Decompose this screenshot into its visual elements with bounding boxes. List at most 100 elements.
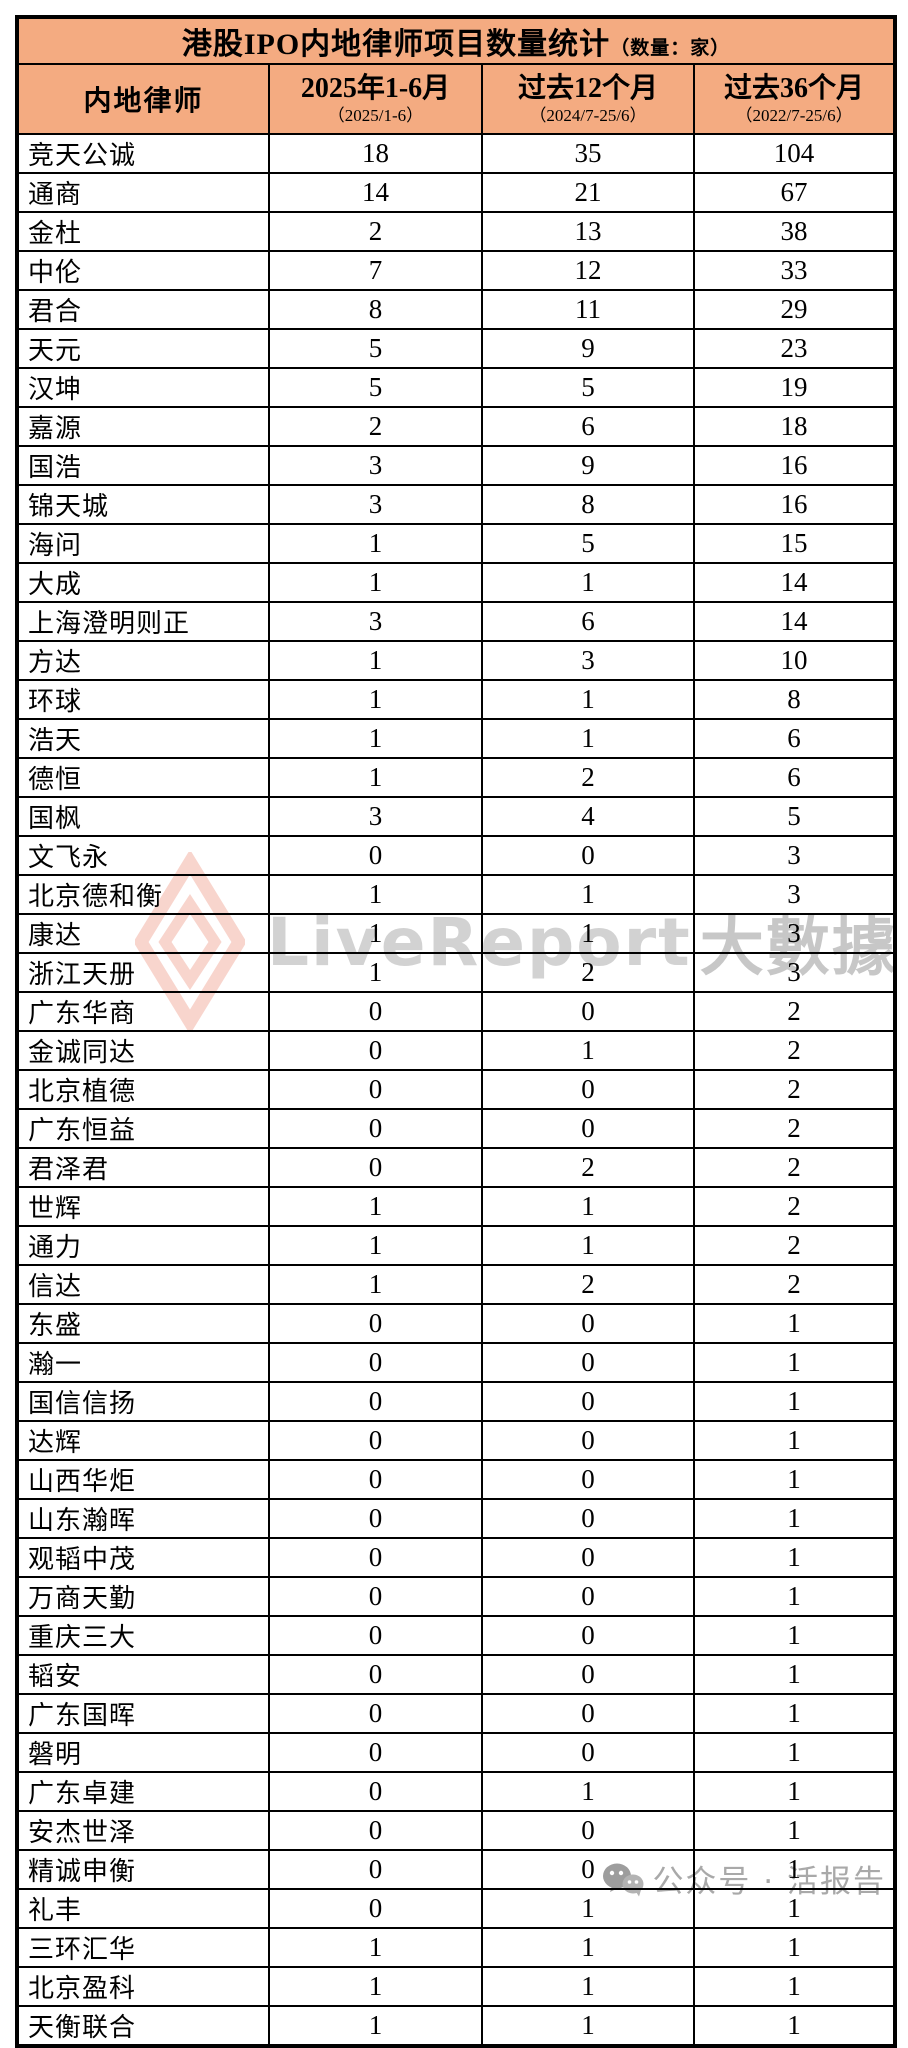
value-cell-36m: 1 bbox=[692, 1732, 897, 1773]
value-cell-2025: 7 bbox=[268, 250, 483, 291]
value-cell-12m: 2 bbox=[481, 757, 695, 798]
value-cell-2025: 1 bbox=[268, 952, 483, 993]
table-row: 广东国晖 0 0 1 bbox=[16, 1693, 897, 1734]
value-cell-36m: 67 bbox=[692, 172, 897, 213]
table-row: 浙江天册 1 2 3 bbox=[16, 952, 897, 993]
firm-cell: 天元 bbox=[16, 328, 270, 369]
value-cell-12m: 1 bbox=[481, 1771, 695, 1812]
value-cell-12m: 0 bbox=[481, 1459, 695, 1500]
value-cell-12m: 1 bbox=[481, 1966, 695, 2007]
value-cell-12m: 4 bbox=[481, 796, 695, 837]
value-cell-2025: 3 bbox=[268, 796, 483, 837]
value-cell-2025: 0 bbox=[268, 1576, 483, 1617]
value-cell-36m: 3 bbox=[692, 835, 897, 876]
value-cell-2025: 2 bbox=[268, 211, 483, 252]
table-row: 环球 1 1 8 bbox=[16, 679, 897, 720]
firm-cell: 通商 bbox=[16, 172, 270, 213]
table-row: 国浩 3 9 16 bbox=[16, 445, 897, 486]
value-cell-36m: 2 bbox=[692, 991, 897, 1032]
column-header-36m-sub: （2022/7-25/6） bbox=[735, 105, 853, 125]
firm-cell: 北京植德 bbox=[16, 1069, 270, 1110]
value-cell-2025: 0 bbox=[268, 1303, 483, 1344]
firm-cell: 广东华商 bbox=[16, 991, 270, 1032]
table-row: 精诚申衡 0 0 1 bbox=[16, 1849, 897, 1890]
value-cell-36m: 1 bbox=[692, 1615, 897, 1656]
firm-cell: 瀚一 bbox=[16, 1342, 270, 1383]
value-cell-36m: 1 bbox=[692, 1693, 897, 1734]
value-cell-36m: 19 bbox=[692, 367, 897, 408]
firm-cell: 广东卓建 bbox=[16, 1771, 270, 1812]
column-header-2025-label: 2025年1-6月 bbox=[300, 73, 451, 104]
table-row: 北京德和衡 1 1 3 bbox=[16, 874, 897, 915]
value-cell-12m: 1 bbox=[481, 1888, 695, 1929]
value-cell-2025: 0 bbox=[268, 1108, 483, 1149]
value-cell-2025: 1 bbox=[268, 1186, 483, 1227]
value-cell-12m: 0 bbox=[481, 1654, 695, 1695]
table-row: 广东恒益 0 0 2 bbox=[16, 1108, 897, 1149]
value-cell-36m: 104 bbox=[692, 133, 897, 174]
firm-cell: 北京德和衡 bbox=[16, 874, 270, 915]
firm-cell: 汉坤 bbox=[16, 367, 270, 408]
value-cell-12m: 0 bbox=[481, 1069, 695, 1110]
firm-cell: 山西华炬 bbox=[16, 1459, 270, 1500]
value-cell-2025: 0 bbox=[268, 1810, 483, 1851]
value-cell-36m: 1 bbox=[692, 1810, 897, 1851]
value-cell-2025: 1 bbox=[268, 523, 483, 564]
value-cell-12m: 0 bbox=[481, 1342, 695, 1383]
value-cell-36m: 6 bbox=[692, 757, 897, 798]
value-cell-2025: 0 bbox=[268, 835, 483, 876]
value-cell-12m: 0 bbox=[481, 1732, 695, 1773]
value-cell-2025: 0 bbox=[268, 1615, 483, 1656]
value-cell-36m: 14 bbox=[692, 562, 897, 603]
value-cell-2025: 1 bbox=[268, 1966, 483, 2007]
value-cell-12m: 0 bbox=[481, 1810, 695, 1851]
table-row: 山东瀚晖 0 0 1 bbox=[16, 1498, 897, 1539]
value-cell-2025: 0 bbox=[268, 1459, 483, 1500]
value-cell-12m: 8 bbox=[481, 484, 695, 525]
value-cell-2025: 2 bbox=[268, 406, 483, 447]
table-row: 通商 14 21 67 bbox=[16, 172, 897, 213]
value-cell-36m: 8 bbox=[692, 679, 897, 720]
table-title-unit-note: （数量：家） bbox=[610, 38, 731, 59]
table-row: 韬安 0 0 1 bbox=[16, 1654, 897, 1695]
value-cell-36m: 2 bbox=[692, 1030, 897, 1071]
firm-cell: 万商天勤 bbox=[16, 1576, 270, 1617]
value-cell-12m: 12 bbox=[481, 250, 695, 291]
value-cell-36m: 1 bbox=[692, 2005, 897, 2047]
value-cell-36m: 1 bbox=[692, 1927, 897, 1968]
value-cell-36m: 1 bbox=[692, 1771, 897, 1812]
value-cell-12m: 13 bbox=[481, 211, 695, 252]
value-cell-2025: 1 bbox=[268, 874, 483, 915]
value-cell-36m: 1 bbox=[692, 1381, 897, 1422]
table-row: 君合 8 11 29 bbox=[16, 289, 897, 330]
value-cell-2025: 3 bbox=[268, 601, 483, 642]
lawyer-stats-table-wrap: 港股IPO内地律师项目数量统计（数量：家） 内地律师 2025年1-6月 （20… bbox=[15, 15, 898, 2048]
column-header-12m: 过去12个月 （2024/7-25/6） bbox=[481, 63, 695, 135]
value-cell-36m: 1 bbox=[692, 1303, 897, 1344]
value-cell-36m: 3 bbox=[692, 874, 897, 915]
firm-cell: 浩天 bbox=[16, 718, 270, 759]
firm-cell: 国枫 bbox=[16, 796, 270, 837]
value-cell-36m: 33 bbox=[692, 250, 897, 291]
table-row: 信达 1 2 2 bbox=[16, 1264, 897, 1305]
firm-cell: 竞天公诚 bbox=[16, 133, 270, 174]
value-cell-2025: 0 bbox=[268, 1498, 483, 1539]
firm-cell: 山东瀚晖 bbox=[16, 1498, 270, 1539]
value-cell-12m: 5 bbox=[481, 367, 695, 408]
firm-cell: 达辉 bbox=[16, 1420, 270, 1461]
value-cell-36m: 1 bbox=[692, 1849, 897, 1890]
value-cell-2025: 5 bbox=[268, 367, 483, 408]
value-cell-2025: 5 bbox=[268, 328, 483, 369]
value-cell-36m: 15 bbox=[692, 523, 897, 564]
firm-cell: 文飞永 bbox=[16, 835, 270, 876]
table-body: 竞天公诚 18 35 104 通商 14 21 67 金杜 2 13 38 中伦… bbox=[16, 133, 897, 2047]
value-cell-36m: 16 bbox=[692, 484, 897, 525]
value-cell-36m: 5 bbox=[692, 796, 897, 837]
table-row: 广东华商 0 0 2 bbox=[16, 991, 897, 1032]
value-cell-12m: 1 bbox=[481, 1030, 695, 1071]
value-cell-36m: 2 bbox=[692, 1069, 897, 1110]
value-cell-36m: 2 bbox=[692, 1225, 897, 1266]
firm-cell: 浙江天册 bbox=[16, 952, 270, 993]
column-header-12m-sub: （2024/7-25/6） bbox=[529, 105, 647, 125]
table-row: 文飞永 0 0 3 bbox=[16, 835, 897, 876]
